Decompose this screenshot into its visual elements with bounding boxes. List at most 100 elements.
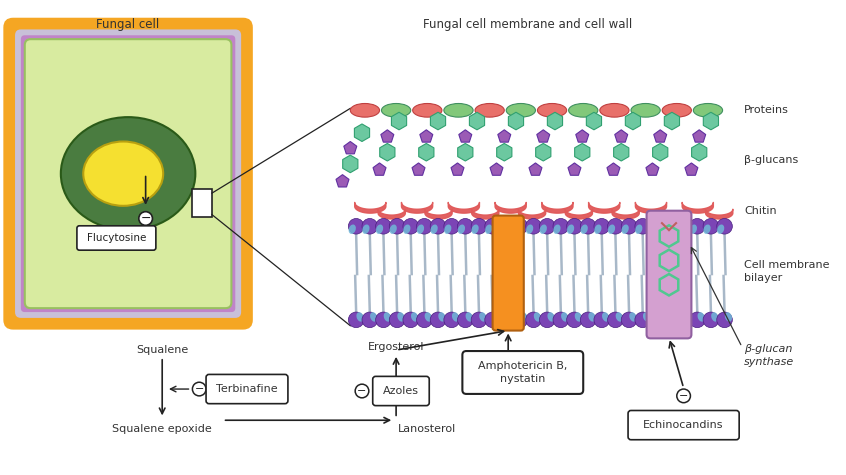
Circle shape — [607, 312, 624, 328]
Ellipse shape — [662, 225, 670, 234]
Text: Echinocandins: Echinocandins — [643, 420, 724, 430]
Circle shape — [689, 312, 705, 328]
Circle shape — [607, 218, 624, 234]
Polygon shape — [381, 130, 394, 142]
Polygon shape — [336, 175, 349, 187]
Text: −: − — [195, 384, 204, 394]
Text: β-glucan
synthase: β-glucan synthase — [744, 344, 794, 367]
Text: −: − — [140, 212, 151, 225]
Ellipse shape — [413, 104, 442, 117]
Text: Amphotericin B,
nystatin: Amphotericin B, nystatin — [478, 361, 568, 384]
Polygon shape — [451, 163, 464, 175]
Circle shape — [703, 218, 719, 234]
Circle shape — [512, 218, 528, 234]
Ellipse shape — [547, 312, 555, 322]
Text: Chitin: Chitin — [744, 206, 777, 216]
Ellipse shape — [362, 225, 370, 234]
Ellipse shape — [411, 312, 418, 322]
Text: Terbinafine: Terbinafine — [217, 384, 277, 394]
Circle shape — [540, 218, 555, 234]
Polygon shape — [392, 112, 407, 130]
Ellipse shape — [689, 225, 697, 234]
Ellipse shape — [465, 312, 473, 322]
Circle shape — [416, 312, 432, 328]
Text: Ergosterol: Ergosterol — [368, 342, 425, 352]
Circle shape — [689, 218, 705, 234]
Circle shape — [376, 218, 391, 234]
Ellipse shape — [567, 225, 574, 234]
Polygon shape — [354, 124, 370, 142]
Ellipse shape — [349, 225, 356, 234]
Ellipse shape — [431, 225, 437, 234]
Polygon shape — [497, 130, 511, 142]
Text: −: − — [357, 386, 366, 396]
Polygon shape — [470, 112, 485, 130]
Ellipse shape — [458, 225, 465, 234]
Polygon shape — [420, 130, 433, 142]
Polygon shape — [654, 130, 667, 142]
Ellipse shape — [520, 312, 527, 322]
Ellipse shape — [83, 142, 163, 206]
Circle shape — [485, 312, 500, 328]
Ellipse shape — [513, 225, 519, 234]
Polygon shape — [576, 130, 589, 142]
Ellipse shape — [711, 312, 718, 322]
Ellipse shape — [350, 104, 380, 117]
FancyBboxPatch shape — [3, 18, 253, 330]
Text: Cell membrane
bilayer: Cell membrane bilayer — [744, 259, 830, 283]
Polygon shape — [458, 143, 473, 161]
Ellipse shape — [703, 225, 711, 234]
Polygon shape — [693, 130, 706, 142]
Circle shape — [717, 312, 733, 328]
Ellipse shape — [540, 225, 547, 234]
Ellipse shape — [629, 312, 636, 322]
Ellipse shape — [404, 225, 410, 234]
Ellipse shape — [643, 312, 651, 322]
Circle shape — [403, 312, 419, 328]
Polygon shape — [343, 155, 358, 173]
Circle shape — [471, 218, 486, 234]
Circle shape — [580, 312, 596, 328]
Polygon shape — [703, 112, 718, 130]
Ellipse shape — [398, 312, 404, 322]
Polygon shape — [652, 143, 667, 161]
Circle shape — [458, 218, 473, 234]
Polygon shape — [497, 143, 512, 161]
Circle shape — [525, 218, 541, 234]
Ellipse shape — [382, 104, 410, 117]
Circle shape — [634, 312, 651, 328]
FancyBboxPatch shape — [206, 374, 288, 404]
Ellipse shape — [569, 104, 598, 117]
Circle shape — [498, 218, 514, 234]
Ellipse shape — [600, 104, 629, 117]
Ellipse shape — [622, 225, 629, 234]
Ellipse shape — [635, 225, 642, 234]
Circle shape — [485, 218, 500, 234]
Circle shape — [444, 312, 459, 328]
Circle shape — [594, 312, 610, 328]
Circle shape — [662, 312, 678, 328]
Polygon shape — [373, 163, 386, 175]
FancyBboxPatch shape — [492, 216, 524, 331]
Ellipse shape — [534, 312, 541, 322]
Polygon shape — [380, 143, 395, 161]
Ellipse shape — [656, 312, 664, 322]
Circle shape — [676, 312, 691, 328]
Circle shape — [389, 312, 405, 328]
Ellipse shape — [676, 225, 684, 234]
Ellipse shape — [444, 104, 473, 117]
FancyBboxPatch shape — [373, 376, 429, 406]
Circle shape — [139, 212, 152, 225]
Circle shape — [649, 312, 664, 328]
Ellipse shape — [694, 104, 722, 117]
Ellipse shape — [485, 225, 492, 234]
Ellipse shape — [553, 225, 561, 234]
Polygon shape — [685, 163, 698, 175]
Bar — [192, 189, 212, 217]
Circle shape — [403, 218, 419, 234]
Polygon shape — [586, 112, 602, 130]
Polygon shape — [615, 130, 628, 142]
FancyBboxPatch shape — [25, 39, 232, 308]
Ellipse shape — [662, 104, 691, 117]
Text: β-glucans: β-glucans — [744, 155, 799, 165]
